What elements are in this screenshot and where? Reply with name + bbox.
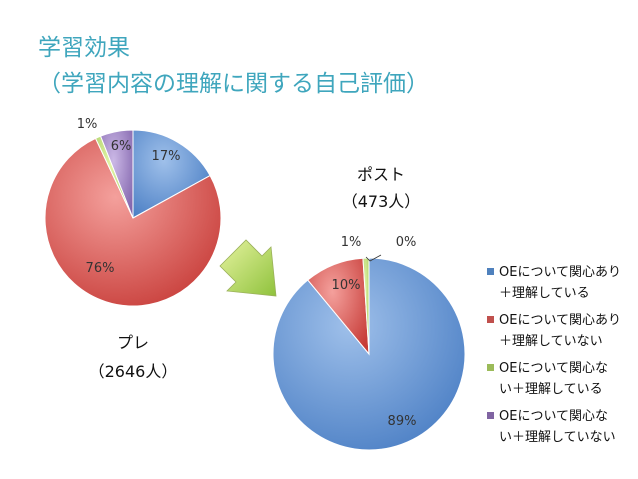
page-title: 学習効果	[38, 35, 130, 61]
legend-swatch-2	[487, 364, 494, 371]
pie-slice-0-1	[44, 137, 222, 307]
data-label-0-1: 76%	[86, 261, 115, 276]
legend-swatch-3	[487, 412, 494, 419]
legend-label-1-1: ＋理解していない	[499, 334, 603, 349]
legend-label-1-0: OEについて関心あり	[499, 313, 621, 328]
data-label-1-2: 1%	[341, 235, 362, 250]
data-label-0-2: 1%	[77, 117, 98, 132]
leader-line	[365, 254, 382, 262]
legend-label-3-1: い＋理解していない	[499, 430, 616, 445]
legend-label-0-1: ＋理解している	[499, 286, 590, 301]
page-subtitle: （学習内容の理解に関する自己評価）	[38, 71, 429, 97]
legend-swatch-1	[487, 316, 494, 323]
data-label-0-0: 17%	[152, 149, 181, 164]
legend-label-0-0: OEについて関心あり	[499, 265, 621, 280]
legend-label-3-0: OEについて関心な	[499, 409, 608, 424]
data-label-1-3: 0%	[396, 235, 417, 250]
pie-slice-0-3	[99, 129, 134, 219]
data-label-0-3: 6%	[111, 139, 132, 154]
legend-label-2-0: OEについて関心な	[499, 361, 608, 376]
chart-count-1: （473人）	[342, 192, 421, 211]
legend-swatch-0	[487, 268, 494, 275]
legend-label-2-1: い＋理解している	[499, 382, 603, 397]
chart-caption-1: ポスト	[357, 165, 405, 184]
chart-count-0: （2646人）	[89, 362, 178, 381]
pie-slice-1-2	[362, 257, 370, 355]
data-label-1-1: 10%	[332, 278, 361, 293]
pie-slice-0-0	[132, 129, 211, 219]
data-label-1-0: 89%	[388, 414, 417, 429]
arrow-icon	[219, 239, 277, 297]
chart-caption-0: プレ	[117, 333, 149, 352]
